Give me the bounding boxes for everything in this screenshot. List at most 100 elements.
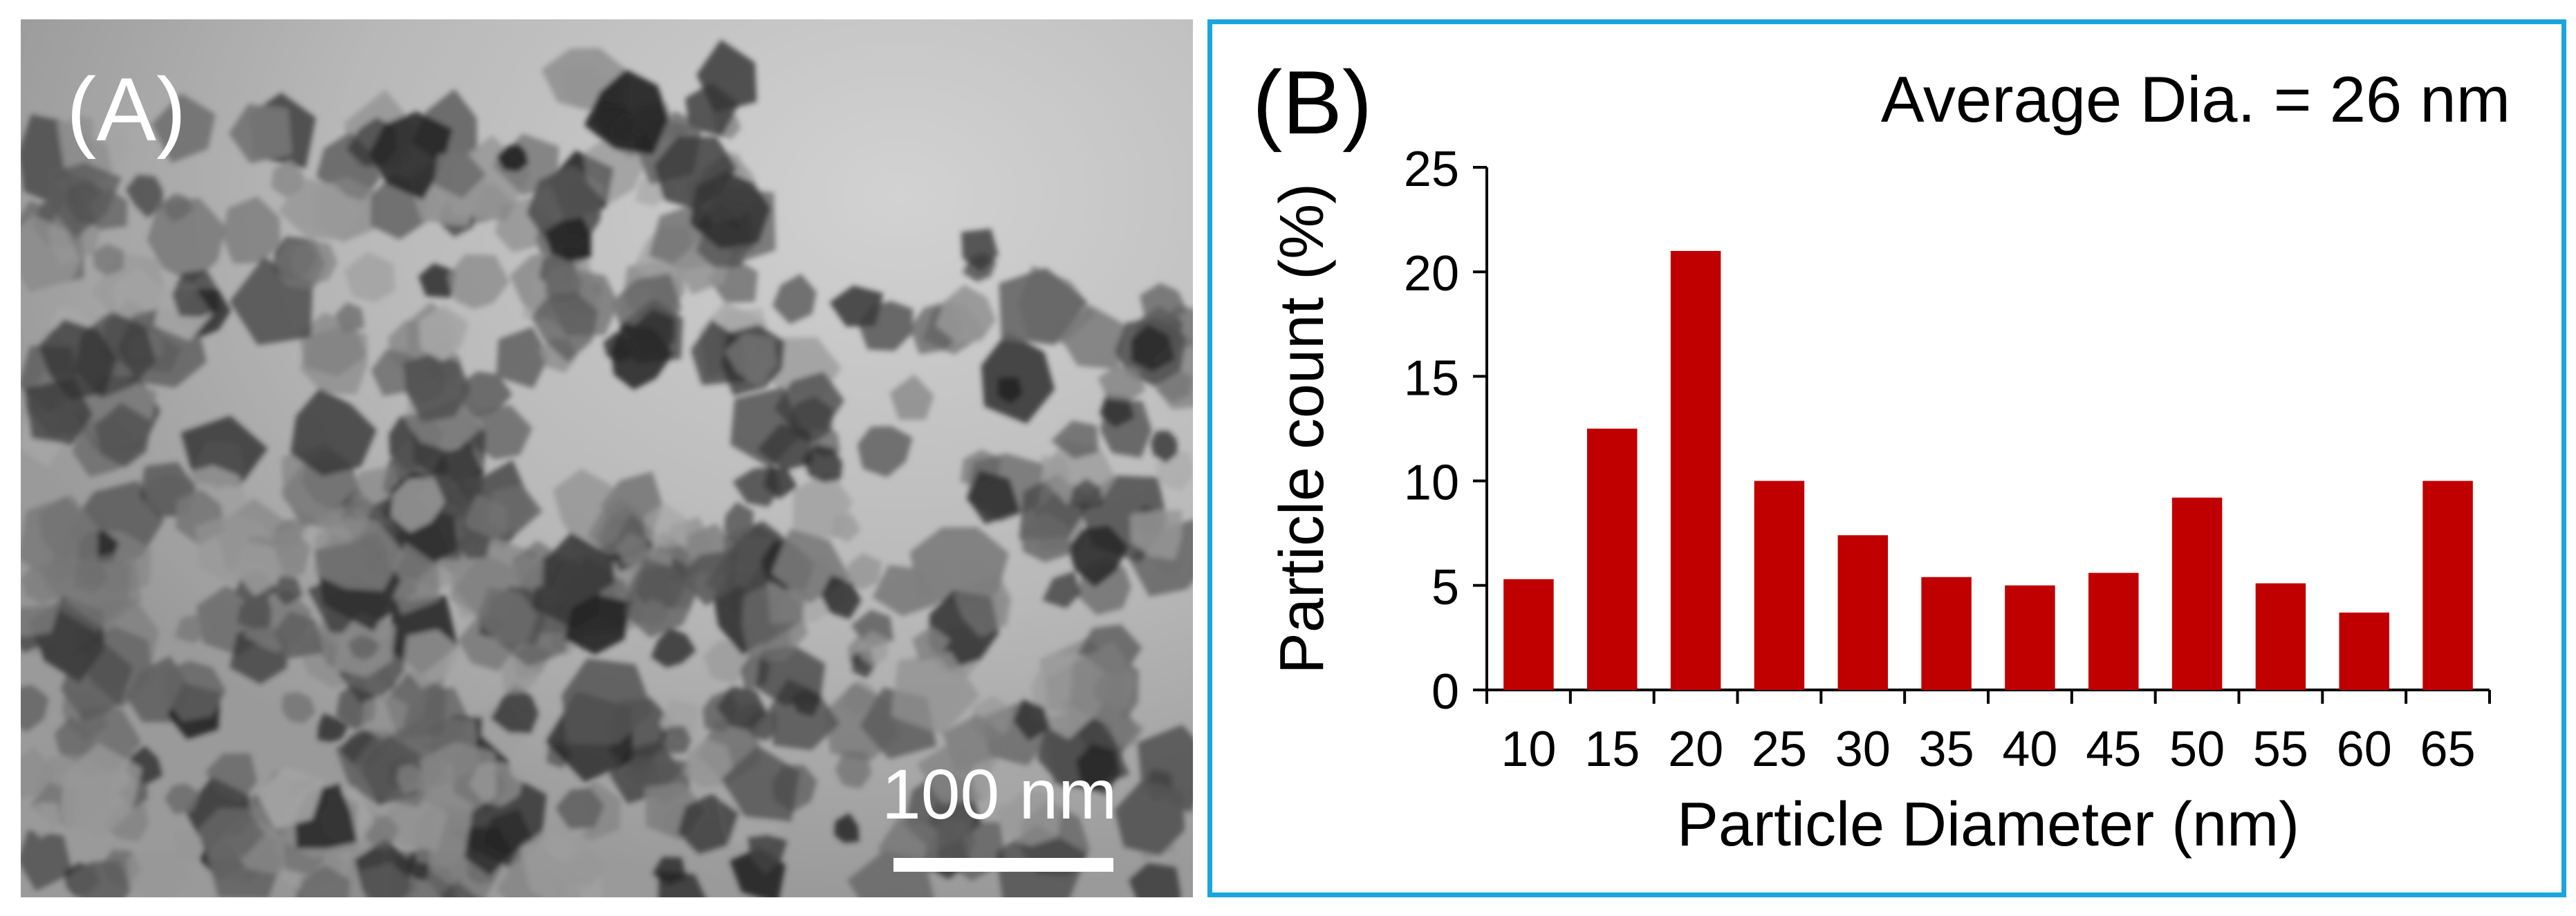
nanoparticle <box>151 93 216 163</box>
average-diameter-annotation: Average Dia. = 26 nm <box>1880 63 2510 135</box>
nanoparticle <box>772 274 817 324</box>
nanoparticle <box>732 467 780 507</box>
bars <box>1503 250 2473 691</box>
x-axis-label: Particle Diameter (nm) <box>1677 790 2299 859</box>
nanoparticle <box>270 160 304 198</box>
nanoparticle <box>889 374 934 420</box>
nanoparticle <box>911 626 951 661</box>
nanoparticle <box>643 502 688 550</box>
nanoparticle <box>857 426 913 478</box>
panel-b-label: (B) <box>1252 52 1373 153</box>
nanoparticle <box>113 268 165 323</box>
bar <box>2255 583 2306 690</box>
nanoparticle <box>62 687 108 742</box>
nanoparticle <box>272 576 304 606</box>
nanoparticle <box>24 378 93 445</box>
bar <box>1670 250 1721 691</box>
nanoparticle <box>620 758 657 787</box>
histogram-panel: 0 5 10 15 20 25 10 15 20 25 30 35 40 45 50 55 60 65 Part… <box>1207 19 2566 897</box>
nanoparticle <box>174 613 212 644</box>
nanoparticle <box>654 136 737 209</box>
nanoparticle <box>624 558 698 638</box>
scale-bar-label: 100 nm <box>882 755 1118 834</box>
nanoparticle <box>872 565 940 617</box>
x-tick-label: 65 <box>2420 722 2476 777</box>
nanoparticle <box>464 827 514 877</box>
nanoparticle <box>419 741 497 818</box>
nanoparticle <box>677 794 739 854</box>
nanoparticle <box>50 162 122 239</box>
nanoparticle <box>298 312 367 377</box>
nanoparticle <box>496 326 549 389</box>
nanoparticle <box>196 807 266 861</box>
nanoparticle <box>469 762 526 807</box>
nanoparticle <box>858 631 889 666</box>
nanoparticle <box>1139 283 1187 324</box>
nanoparticle <box>471 404 532 460</box>
nanoparticle <box>972 757 1027 807</box>
nanoparticle <box>127 849 189 897</box>
nanoparticle <box>391 477 445 533</box>
nanoparticle <box>858 301 914 351</box>
nanoparticle <box>935 284 997 342</box>
x-tick-label: 40 <box>2002 722 2057 777</box>
bar <box>2088 572 2139 690</box>
nanoparticle <box>611 323 673 390</box>
bar <box>1837 535 1888 690</box>
nanoparticle <box>24 802 62 839</box>
bar <box>1754 480 1805 690</box>
nanoparticle <box>1114 780 1185 856</box>
nanoparticle <box>583 137 645 205</box>
nanoparticle <box>772 765 817 813</box>
y-tick-label: 20 <box>1404 246 1459 301</box>
nanoparticle <box>455 530 492 559</box>
x-tick-label: 50 <box>2169 722 2225 777</box>
nanoparticle <box>835 751 872 789</box>
nanoparticle <box>834 813 860 843</box>
nanoparticle <box>94 402 152 468</box>
nanoparticle <box>658 870 705 897</box>
bar <box>2422 480 2473 690</box>
nanoparticle <box>60 742 142 841</box>
nanoparticle <box>1050 420 1099 459</box>
nanoparticle <box>724 333 778 385</box>
nanoparticle <box>1042 571 1081 609</box>
nanoparticle <box>496 143 528 172</box>
nanoparticle <box>1068 478 1104 509</box>
nanoparticle <box>73 554 109 594</box>
nanoparticle <box>278 177 362 240</box>
x-tick-label: 60 <box>2337 722 2392 777</box>
nanoparticle <box>290 388 377 476</box>
nanoparticle <box>297 864 351 897</box>
bar <box>2339 613 2389 690</box>
nanoparticle <box>1100 398 1152 458</box>
bar <box>1503 579 1554 690</box>
nanoparticle <box>916 740 992 804</box>
nanoparticle <box>891 651 980 735</box>
x-tick-label: 35 <box>1919 722 1974 777</box>
x-axis: 10 15 20 25 30 35 40 45 50 55 60 65 <box>1485 689 2491 777</box>
nanoparticle <box>228 104 292 164</box>
nanoparticle <box>821 574 862 619</box>
nanoparticle <box>953 573 1012 637</box>
tem-micrograph <box>21 19 1193 897</box>
panel-a-label: (A) <box>66 59 187 160</box>
nanoparticle <box>696 39 757 113</box>
nanoparticle <box>961 228 999 272</box>
nanoparticle <box>21 830 73 891</box>
y-tick-label: 15 <box>1404 350 1459 406</box>
nanoparticle <box>846 553 882 590</box>
nanoparticle <box>418 305 469 362</box>
nanoparticle <box>716 686 767 731</box>
nanoparticle <box>1013 699 1050 741</box>
nanoparticle <box>564 594 631 655</box>
nanoparticle <box>426 867 454 897</box>
nanoparticle <box>172 270 221 317</box>
nanoparticle <box>584 69 669 155</box>
nanoparticle <box>562 658 654 745</box>
particle-size-histogram: 0 5 10 15 20 25 10 15 20 25 30 35 40 45 50 55 60 65 Part… <box>1268 142 2491 859</box>
nanoparticle <box>660 726 692 754</box>
nanoparticle <box>967 470 1020 525</box>
nanoparticle <box>174 830 203 864</box>
nanoparticle <box>205 753 257 805</box>
